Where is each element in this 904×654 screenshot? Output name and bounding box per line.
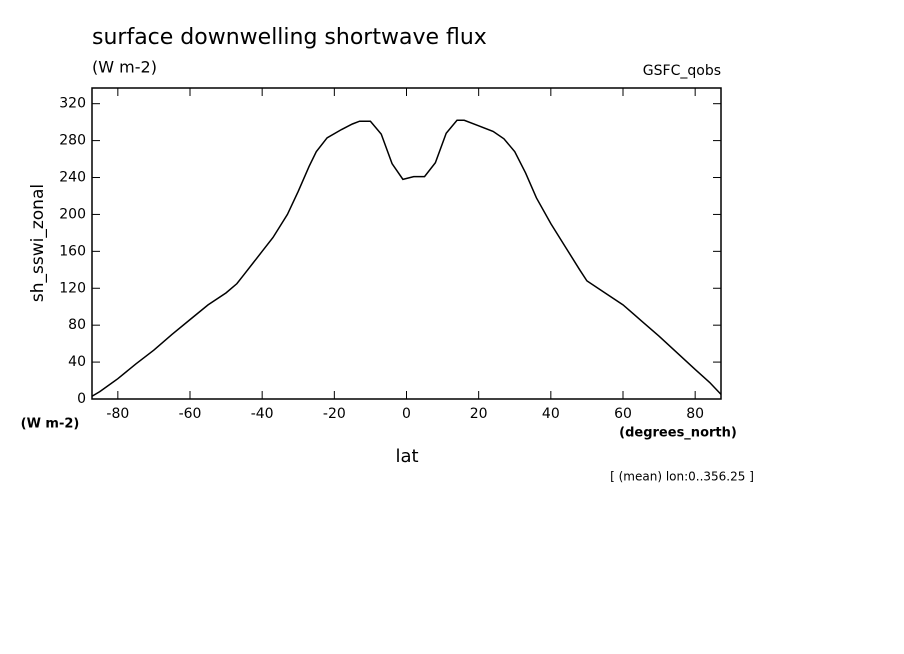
x-tick-label: 0 [402,406,411,422]
x-units: (degrees_north) [619,426,737,441]
y-tick-label: 40 [68,354,86,370]
x-tick-label: 20 [470,406,488,422]
x-axis-label: lat [395,446,418,467]
x-tick-label: -80 [106,406,129,422]
x-tick-label: -20 [323,406,346,422]
y-axis-label: sh_sswi_zonal [28,184,48,302]
x-tick-label: -40 [251,406,274,422]
annotation: [ (mean) lon:0..356.25 ] [610,470,754,484]
source-label: GSFC_qobs [643,63,721,79]
y-tick-label: 120 [59,280,86,296]
y-tick-label: 320 [59,96,86,112]
data-line [91,119,722,397]
y-tick-label: 80 [68,317,86,333]
y-tick-label: 280 [59,133,86,149]
y-tick-label: 240 [59,170,86,186]
x-tick-label: -60 [179,406,202,422]
y-tick-label: 160 [59,243,86,259]
chart-title: surface downwelling shortwave flux [92,25,487,50]
x-tick-label: 60 [614,406,632,422]
chart-subtitle: (W m-2) [92,58,157,77]
x-tick-label: 80 [686,406,704,422]
y-tick-label: 0 [77,391,86,407]
x-tick-label: 40 [542,406,560,422]
y-units: (W m-2) [21,417,80,432]
y-tick-label: 200 [59,206,86,222]
